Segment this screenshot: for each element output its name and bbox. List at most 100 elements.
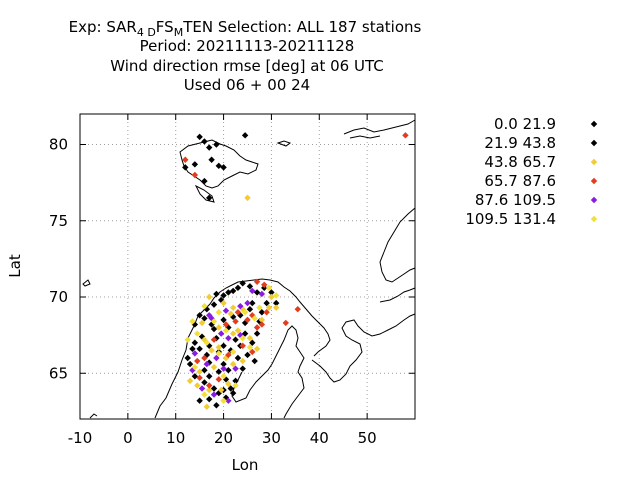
data-point (220, 299, 227, 307)
data-point (213, 354, 220, 362)
data-point (196, 312, 203, 319)
data-point (196, 368, 203, 375)
data-point (206, 386, 213, 394)
data-point (263, 309, 270, 316)
y-axis: 65 70 75 80 (49, 136, 415, 382)
data-point (282, 319, 289, 327)
data-point (210, 325, 218, 333)
data-point (251, 315, 258, 322)
data-point (234, 284, 242, 292)
data-point (201, 367, 208, 374)
data-point (244, 194, 251, 202)
data-points (182, 132, 409, 410)
data-point (191, 339, 199, 346)
data-point (208, 156, 215, 163)
data-point (265, 284, 273, 292)
data-point (208, 321, 215, 328)
data-point (210, 385, 218, 392)
data-point (227, 385, 234, 392)
data-point (268, 289, 275, 296)
x-tick-label: 30 (262, 429, 281, 447)
data-point (189, 318, 196, 325)
legend-marker (590, 196, 598, 204)
data-point (210, 336, 218, 343)
data-point (203, 339, 211, 346)
coastline-scandinavia (154, 278, 331, 419)
legend-marker (590, 120, 598, 128)
data-point (191, 373, 199, 380)
coastline-novaya-zemlya (379, 207, 416, 283)
data-point (222, 321, 230, 328)
data-point (215, 344, 222, 351)
data-point (261, 281, 268, 288)
title-part-c: TEN Selection: ALL 187 stations (182, 18, 421, 36)
coastline-svalbard-south (194, 184, 215, 203)
title-sub-2: M (174, 26, 184, 39)
data-point (213, 402, 220, 409)
data-point (206, 194, 213, 202)
plot-frame (79, 113, 416, 420)
coastline-franz-josef-2 (349, 135, 381, 139)
data-point (265, 304, 273, 311)
data-point (246, 306, 254, 313)
data-point (186, 377, 194, 385)
y-tick-label: 65 (49, 364, 68, 382)
data-point (246, 283, 254, 290)
data-point (191, 363, 199, 371)
data-point (220, 316, 227, 324)
data-point (194, 357, 201, 365)
legend-marker (590, 158, 598, 166)
data-point (253, 330, 261, 337)
legend-label: 0.0 21.9 (494, 115, 556, 133)
data-point (191, 350, 199, 357)
data-point (203, 403, 211, 410)
data-point (213, 141, 220, 148)
data-point (249, 339, 256, 346)
data-point (234, 309, 242, 316)
data-point (232, 336, 239, 343)
legend-label: 43.8 65.7 (484, 153, 556, 171)
data-point (186, 360, 194, 368)
data-point (229, 287, 237, 295)
data-point (239, 280, 246, 287)
data-point (229, 330, 237, 337)
data-point (222, 307, 230, 314)
data-point (222, 327, 230, 334)
title-part-b: FS (156, 18, 174, 36)
coastline-stub-sw (89, 413, 98, 419)
coastline-map (82, 119, 416, 419)
data-point (239, 342, 246, 349)
data-point (206, 373, 213, 380)
data-point (225, 289, 232, 296)
data-point (220, 360, 227, 368)
data-point (241, 330, 249, 337)
data-point (263, 299, 270, 307)
data-point (225, 367, 232, 374)
y-axis-label: Lat (6, 254, 24, 278)
data-point (227, 347, 234, 354)
data-point (402, 132, 409, 139)
x-tick-label: 10 (166, 429, 185, 447)
data-point (258, 309, 266, 316)
data-point (237, 302, 244, 310)
data-point (213, 334, 220, 342)
data-point (251, 357, 258, 365)
data-point (191, 321, 199, 328)
data-point (220, 164, 227, 171)
data-point (258, 321, 266, 328)
data-point (258, 316, 266, 324)
data-point (232, 318, 239, 325)
data-point (210, 301, 218, 308)
x-tick-label: 0 (123, 429, 133, 447)
data-point (196, 397, 203, 404)
coastline-kanin (379, 287, 416, 303)
chart-title-line1: Exp: SAR4 DFSMTEN Selection: ALL 187 sta… (69, 18, 422, 39)
data-point (232, 365, 239, 372)
data-point (203, 360, 211, 368)
data-point (210, 391, 218, 398)
data-point (220, 342, 227, 349)
coastline-jan-mayen (82, 279, 91, 287)
data-point (210, 318, 218, 325)
data-point (234, 327, 242, 334)
